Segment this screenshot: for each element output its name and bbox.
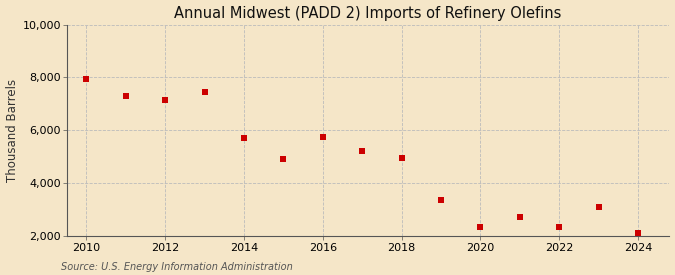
Point (81, 76, 92, 81)
Point (317, 135, 328, 139)
Point (239, 136, 250, 140)
Point (554, 225, 564, 229)
Point (199, 90, 210, 94)
Y-axis label: Thousand Barrels: Thousand Barrels (5, 79, 18, 182)
Point (396, 156, 407, 160)
Point (593, 205, 604, 209)
Point (514, 215, 525, 220)
Point (357, 149, 368, 154)
Title: Annual Midwest (PADD 2) Imports of Refinery Olefins: Annual Midwest (PADD 2) Imports of Refin… (174, 6, 562, 21)
Point (475, 225, 486, 229)
Point (278, 157, 289, 161)
Point (160, 98, 171, 102)
Point (120, 94, 131, 98)
Point (435, 198, 446, 202)
Point (632, 231, 643, 236)
Text: Source: U.S. Energy Information Administration: Source: U.S. Energy Information Administ… (61, 262, 292, 272)
